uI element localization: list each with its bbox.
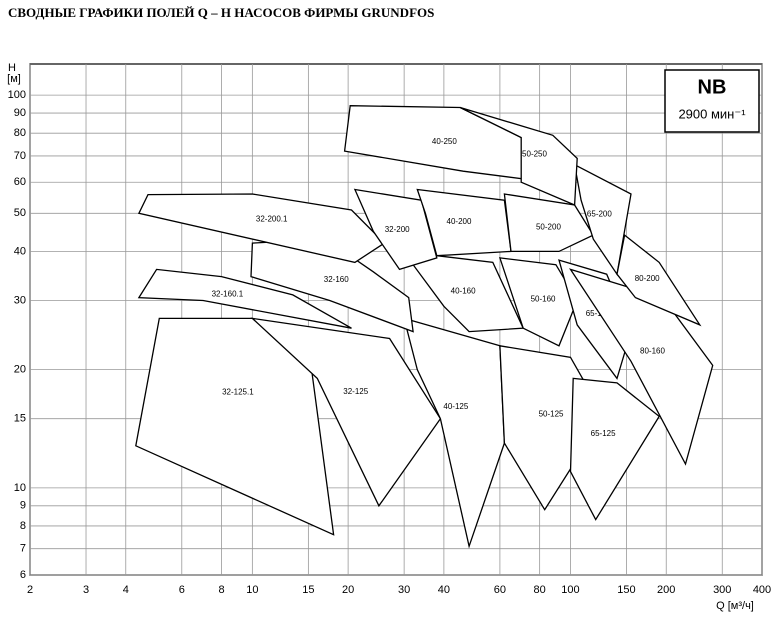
annotation: 2900 мин⁻¹ (678, 106, 746, 121)
region-label: 32-200.1 (256, 215, 288, 224)
annotation: NB (698, 76, 727, 98)
pump-field (353, 188, 438, 271)
x-label: Q [м³/ч] (716, 600, 754, 612)
region-label: 40-160 (451, 287, 476, 296)
region-label: 50-125 (539, 409, 564, 418)
region-label: 40-250 (432, 137, 457, 146)
x-tick-label: 15 (302, 584, 314, 596)
x-tick-label: 400 (753, 584, 771, 596)
pump-field (498, 257, 578, 347)
y-tick-label: 70 (14, 150, 26, 162)
y-tick-label: 9 (20, 500, 26, 512)
y-tick-label: 40 (14, 245, 26, 257)
y-tick-label: 7 (20, 543, 26, 555)
pump-field (137, 268, 352, 329)
x-tick-label: 200 (657, 584, 675, 596)
region-label: 80-160 (640, 347, 665, 356)
pump-field (250, 317, 442, 508)
y-tick-label: 100 (8, 89, 26, 101)
region-label: 32-125 (343, 387, 368, 396)
x-tick-label: 150 (617, 584, 635, 596)
x-tick-label: 300 (713, 584, 731, 596)
region-label: 80-200 (635, 274, 660, 283)
chart-title: СВОДНЫЕ ГРАФИКИ ПОЛЕЙ Q – H НАСОСОВ ФИРМ… (8, 5, 434, 20)
y-tick-label: 30 (14, 294, 26, 306)
y-tick-label: 60 (14, 176, 26, 188)
region-label: 65-200 (587, 210, 612, 219)
region-label: 50-250 (522, 149, 547, 158)
pump-field (459, 106, 578, 206)
y-tick-label: 80 (14, 127, 26, 139)
legend-box (664, 69, 760, 133)
x-tick-label: 10 (246, 584, 258, 596)
y-tick-label: 8 (20, 520, 26, 532)
region-label: 40-200 (447, 217, 472, 226)
pump-field (503, 193, 595, 253)
x-tick-label: 80 (534, 584, 546, 596)
x-tick-label: 4 (123, 584, 129, 596)
y-tick-label: 15 (14, 413, 26, 425)
region-label: 32-125.1 (222, 388, 254, 397)
x-tick-label: 60 (494, 584, 506, 596)
pump-field (569, 377, 661, 521)
x-tick-label: 6 (179, 584, 185, 596)
x-tick-label: 100 (561, 584, 579, 596)
region-label: 40-125 (443, 402, 468, 411)
pump-field (135, 317, 335, 536)
pump-field (573, 163, 632, 276)
y-label: [м] (7, 73, 21, 85)
region-label: 65-125 (591, 429, 616, 438)
y-tick-label: 6 (20, 569, 26, 581)
y-tick-label: 50 (14, 207, 26, 219)
region-label: 32-200 (385, 225, 410, 234)
region-label: 32-160.1 (212, 290, 244, 299)
x-tick-label: 30 (398, 584, 410, 596)
region-label: 50-200 (536, 222, 561, 231)
x-tick-label: 40 (438, 584, 450, 596)
region-label: 50-160 (531, 295, 556, 304)
x-tick-label: 20 (342, 584, 354, 596)
y-tick-label: 10 (14, 482, 26, 494)
region-label: 65-160 (586, 309, 611, 318)
region-label: 32-160 (324, 275, 349, 284)
x-tick-label: 2 (27, 584, 33, 596)
y-tick-label: 20 (14, 364, 26, 376)
y-label: H (8, 62, 16, 74)
x-tick-label: 3 (83, 584, 89, 596)
pump-field (416, 188, 512, 257)
pump-field (616, 233, 702, 327)
y-tick-label: 90 (14, 107, 26, 119)
x-tick-label: 8 (218, 584, 224, 596)
